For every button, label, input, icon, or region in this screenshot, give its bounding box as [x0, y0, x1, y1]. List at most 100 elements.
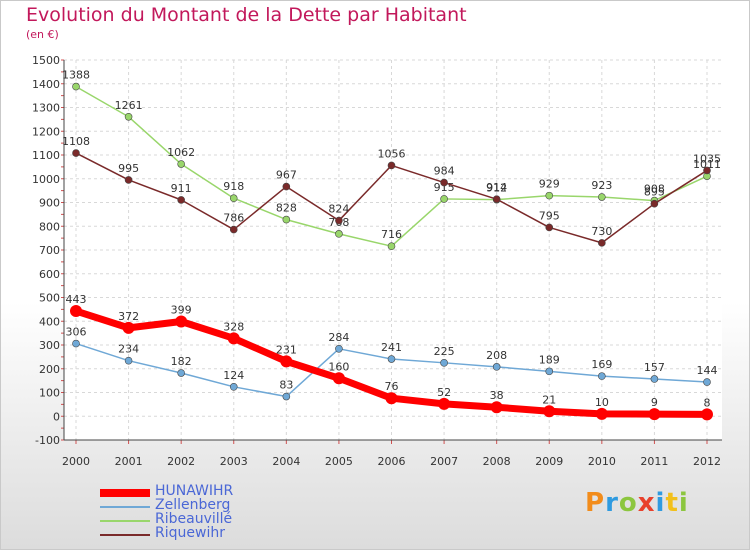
data-label: 929: [539, 178, 560, 191]
data-point: [543, 405, 556, 418]
data-point: [335, 230, 343, 238]
data-point: [440, 195, 448, 203]
data-point: [650, 375, 659, 383]
data-label: 923: [591, 179, 612, 192]
data-point: [124, 356, 133, 365]
x-tick-label: 2010: [588, 455, 616, 468]
data-point: [72, 339, 80, 348]
data-label: 83: [279, 379, 293, 392]
data-label: 967: [276, 169, 297, 182]
legend-label: Riquewihr: [155, 525, 225, 541]
x-tick-label: 2001: [115, 455, 143, 468]
data-point: [492, 363, 501, 371]
y-tick-label: 1100: [32, 149, 60, 162]
y-tick-label: 300: [39, 339, 60, 352]
y-tick-label: 200: [39, 363, 60, 376]
data-point: [70, 305, 82, 318]
data-point: [124, 176, 133, 184]
data-label: 231: [276, 343, 297, 356]
data-label: 443: [66, 293, 87, 306]
data-point: [598, 239, 606, 247]
data-point: [490, 401, 503, 414]
y-tick-label: 1300: [32, 102, 60, 115]
data-label: 786: [223, 212, 244, 225]
legend-label: HUNAWIHR: [155, 483, 234, 499]
data-label: 169: [591, 358, 612, 371]
y-tick-label: 600: [39, 268, 60, 281]
data-label: 10: [595, 396, 609, 409]
data-label: 124: [223, 369, 244, 382]
data-point: [387, 242, 396, 250]
data-point: [282, 215, 291, 224]
data-point: [229, 194, 238, 203]
data-label: 730: [591, 225, 612, 238]
data-label: 241: [381, 341, 402, 354]
data-point: [177, 369, 185, 377]
data-point: [280, 355, 293, 368]
data-label: 284: [328, 331, 349, 344]
y-tick-label: 400: [39, 315, 60, 328]
data-point: [701, 408, 713, 421]
data-label: 995: [118, 162, 139, 175]
x-tick-label: 2005: [325, 455, 353, 468]
legend-label: Zellenberg: [155, 497, 231, 513]
data-point: [703, 378, 711, 386]
x-tick-label: 2002: [167, 455, 195, 468]
legend-swatch: [100, 520, 150, 522]
data-label: 1035: [693, 152, 721, 165]
data-point: [72, 82, 80, 91]
data-point: [227, 332, 240, 345]
y-tick-label: -100: [35, 434, 60, 447]
y-tick-label: 900: [39, 197, 60, 210]
data-point: [335, 216, 343, 225]
data-label: 828: [276, 202, 297, 215]
data-point: [650, 199, 659, 208]
x-tick-label: 2009: [535, 455, 563, 468]
x-tick-label: 2008: [483, 455, 511, 468]
data-label: 189: [539, 353, 560, 366]
y-tick-label: 1200: [32, 125, 60, 138]
x-tick-label: 2007: [430, 455, 458, 468]
data-point: [703, 166, 711, 175]
data-point: [229, 382, 238, 391]
data-point: [385, 392, 398, 405]
data-label: 918: [223, 180, 244, 193]
x-tick-label: 2003: [220, 455, 248, 468]
x-tick-label: 2006: [378, 455, 406, 468]
data-point: [595, 407, 608, 420]
y-tick-label: 0: [53, 410, 60, 423]
data-point: [229, 225, 238, 234]
legend-item: Riquewihr: [100, 525, 320, 542]
data-label: 914: [486, 181, 507, 194]
data-label: 399: [171, 303, 192, 316]
data-point: [387, 355, 396, 363]
data-label: 912: [486, 182, 507, 195]
y-tick-label: 100: [39, 387, 60, 400]
data-point: [124, 112, 133, 121]
data-label: 372: [118, 310, 139, 323]
data-label: 160: [328, 360, 349, 373]
data-point: [122, 321, 135, 334]
data-point: [282, 392, 291, 401]
data-label: 9: [651, 396, 658, 409]
data-label: 144: [697, 364, 718, 377]
data-label: 21: [542, 393, 556, 406]
chart-title: Evolution du Montant de la Dette par Hab…: [26, 4, 467, 26]
proxiti-logo: Proxiti: [585, 488, 689, 518]
x-tick-label: 2012: [693, 455, 721, 468]
data-label: 225: [434, 345, 455, 358]
data-point: [545, 191, 554, 200]
data-label: 328: [223, 320, 244, 333]
data-point: [335, 344, 343, 353]
legend-label: Ribeauvillé: [155, 511, 233, 527]
data-point: [177, 160, 185, 168]
y-tick-label: 500: [39, 292, 60, 305]
data-label: 1056: [378, 147, 406, 160]
data-label: 76: [385, 380, 399, 393]
data-point: [545, 367, 554, 376]
data-label: 38: [490, 389, 504, 402]
data-label: 234: [118, 343, 139, 356]
y-tick-label: 1400: [32, 78, 60, 91]
y-tick-label: 1000: [32, 173, 60, 186]
